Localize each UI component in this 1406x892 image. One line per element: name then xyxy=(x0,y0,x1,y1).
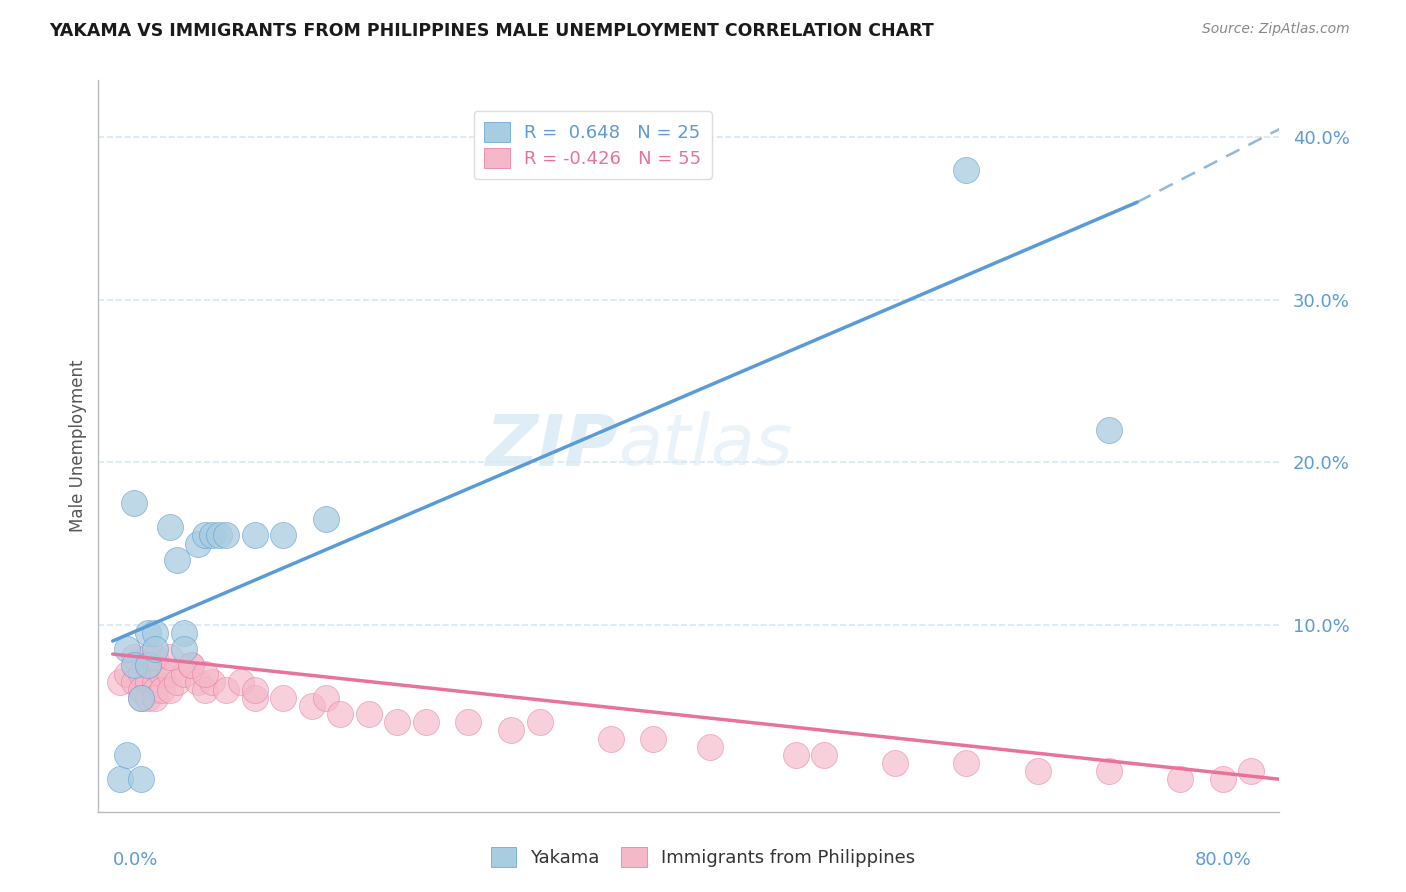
Point xyxy=(273,528,295,542)
Point xyxy=(194,666,217,681)
Point xyxy=(201,528,224,542)
Point xyxy=(1212,772,1234,787)
Point xyxy=(1098,423,1121,437)
Point xyxy=(136,650,159,665)
Point xyxy=(955,756,977,770)
Point xyxy=(599,731,621,746)
Text: 0.0%: 0.0% xyxy=(112,851,157,869)
Point xyxy=(159,520,181,534)
Point xyxy=(187,674,209,689)
Point xyxy=(143,650,166,665)
Point xyxy=(143,642,166,657)
Point xyxy=(136,674,159,689)
Legend: R =  0.648   N = 25, R = -0.426   N = 55: R = 0.648 N = 25, R = -0.426 N = 55 xyxy=(474,112,711,179)
Point xyxy=(1168,772,1191,787)
Y-axis label: Male Unemployment: Male Unemployment xyxy=(69,359,87,533)
Point xyxy=(143,626,166,640)
Text: Source: ZipAtlas.com: Source: ZipAtlas.com xyxy=(1202,22,1350,37)
Point xyxy=(201,674,224,689)
Point xyxy=(229,674,252,689)
Point xyxy=(315,512,337,526)
Point xyxy=(955,162,977,177)
Point xyxy=(180,658,202,673)
Point xyxy=(166,553,188,567)
Point xyxy=(136,658,159,673)
Point xyxy=(129,690,152,705)
Legend: Yakama, Immigrants from Philippines: Yakama, Immigrants from Philippines xyxy=(484,839,922,874)
Point xyxy=(208,528,231,542)
Point xyxy=(129,690,152,705)
Point xyxy=(187,536,209,550)
Point xyxy=(215,528,238,542)
Point xyxy=(122,674,145,689)
Point xyxy=(180,658,202,673)
Point xyxy=(136,690,159,705)
Point xyxy=(108,772,131,787)
Point xyxy=(173,666,195,681)
Point xyxy=(173,626,195,640)
Point xyxy=(129,666,152,681)
Point xyxy=(129,772,152,787)
Point xyxy=(122,658,145,673)
Point xyxy=(173,642,195,657)
Point xyxy=(387,715,409,730)
Point xyxy=(159,682,181,697)
Point xyxy=(143,682,166,697)
Point xyxy=(166,674,188,689)
Point xyxy=(785,747,807,762)
Point xyxy=(115,666,138,681)
Point xyxy=(457,715,479,730)
Point xyxy=(643,731,665,746)
Point xyxy=(152,682,174,697)
Point xyxy=(122,650,145,665)
Point xyxy=(415,715,437,730)
Text: ZIP: ZIP xyxy=(486,411,619,481)
Point xyxy=(273,690,295,705)
Point xyxy=(243,528,266,542)
Point xyxy=(108,674,131,689)
Point xyxy=(129,682,152,697)
Point xyxy=(529,715,551,730)
Point xyxy=(143,658,166,673)
Text: YAKAMA VS IMMIGRANTS FROM PHILIPPINES MALE UNEMPLOYMENT CORRELATION CHART: YAKAMA VS IMMIGRANTS FROM PHILIPPINES MA… xyxy=(49,22,934,40)
Point xyxy=(194,528,217,542)
Point xyxy=(115,642,138,657)
Text: 80.0%: 80.0% xyxy=(1194,851,1251,869)
Point xyxy=(215,682,238,697)
Point xyxy=(813,747,835,762)
Point xyxy=(152,666,174,681)
Point xyxy=(315,690,337,705)
Point xyxy=(329,707,352,722)
Point xyxy=(122,496,145,510)
Text: atlas: atlas xyxy=(619,411,793,481)
Point xyxy=(1098,764,1121,778)
Point xyxy=(194,682,217,697)
Point xyxy=(115,747,138,762)
Point xyxy=(136,658,159,673)
Point xyxy=(357,707,380,722)
Point xyxy=(159,666,181,681)
Point xyxy=(884,756,907,770)
Point xyxy=(1240,764,1263,778)
Point xyxy=(301,699,323,714)
Point xyxy=(143,674,166,689)
Point xyxy=(243,682,266,697)
Point xyxy=(136,626,159,640)
Point xyxy=(159,650,181,665)
Point xyxy=(143,690,166,705)
Point xyxy=(243,690,266,705)
Point xyxy=(699,739,721,754)
Point xyxy=(499,723,522,738)
Point xyxy=(1026,764,1049,778)
